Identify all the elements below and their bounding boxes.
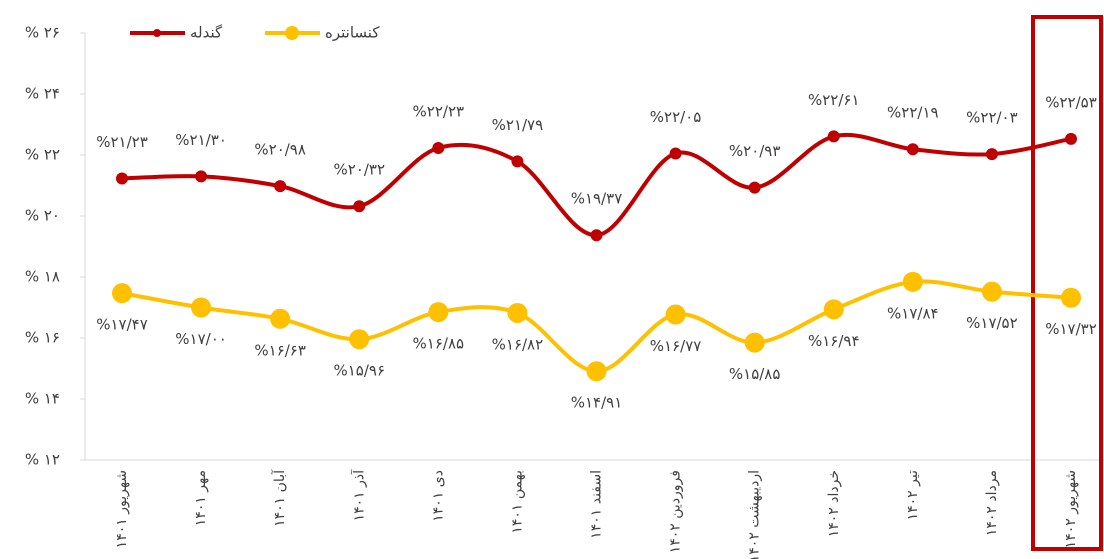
data-label: %۱۷/۳۲ xyxy=(1045,320,1097,338)
legend-label: گندله xyxy=(190,24,223,42)
data-label: %۲۱/۳۰ xyxy=(175,131,227,149)
x-tick-label: مهر ۱۴۰۱ xyxy=(193,470,209,526)
data-label: %۱۷/۰۰ xyxy=(175,330,227,348)
x-tick-label: اسفند ۱۴۰۱ xyxy=(589,470,605,539)
point xyxy=(906,143,919,156)
point xyxy=(590,229,603,242)
legend-marker xyxy=(285,26,299,40)
x-tick-label: فروردین ۱۴۰۲ xyxy=(668,470,684,553)
data-label: %۲۲/۵۳ xyxy=(1045,93,1097,111)
point xyxy=(270,308,291,329)
point xyxy=(274,180,287,193)
x-tick-label: اردیبهشت ۱۴۰۲ xyxy=(747,470,763,559)
data-label: %۱۵/۹۶ xyxy=(333,362,385,380)
x-tick-label: دی ۱۴۰۱ xyxy=(430,470,446,522)
point xyxy=(428,302,449,323)
data-label: %۱۷/۸۴ xyxy=(887,304,939,322)
point xyxy=(669,147,682,160)
point xyxy=(902,271,923,292)
point xyxy=(191,297,212,318)
y-tick-label: % ۲۲ xyxy=(25,146,60,164)
data-label: %۱۶/۹۴ xyxy=(808,332,860,350)
point xyxy=(511,155,524,168)
point xyxy=(432,141,445,154)
y-tick-label: % ۲۶ xyxy=(25,24,60,42)
data-label: %۱۶/۷۷ xyxy=(650,337,702,355)
y-tick-label: % ۱۸ xyxy=(25,268,60,286)
data-label: %۱۶/۸۵ xyxy=(413,335,465,353)
data-label: %۲۲/۲۳ xyxy=(413,102,465,120)
y-tick-label: % ۱۴ xyxy=(25,390,60,408)
point xyxy=(353,200,366,213)
x-tick-label: تیر ۱۴۰۲ xyxy=(905,470,921,520)
legend-marker xyxy=(153,29,161,37)
data-label: %۱۹/۳۷ xyxy=(571,190,623,208)
data-label: %۲۲/۶۱ xyxy=(808,91,860,109)
x-tick-label: آبان ۱۴۰۱ xyxy=(271,469,288,527)
y-tick-label: % ۲۰ xyxy=(25,207,60,225)
data-label: %۱۷/۴۷ xyxy=(96,316,148,334)
data-label: %۲۱/۷۹ xyxy=(492,116,544,134)
point xyxy=(744,332,765,353)
point xyxy=(981,281,1002,302)
x-tick-label: خرداد ۱۴۰۲ xyxy=(826,470,842,537)
data-label: %۲۰/۹۳ xyxy=(729,142,781,160)
data-label: %۲۱/۲۳ xyxy=(96,133,148,151)
point xyxy=(1061,287,1081,308)
point xyxy=(507,302,528,323)
point xyxy=(586,361,607,382)
point xyxy=(985,148,998,161)
point xyxy=(112,283,132,304)
data-label: %۲۰/۹۸ xyxy=(254,141,306,159)
y-tick-label: % ۲۴ xyxy=(25,85,60,103)
x-tick-label: مرداد ۱۴۰۲ xyxy=(984,470,1000,536)
point xyxy=(823,299,844,320)
data-label: %۱۶/۸۲ xyxy=(492,335,544,353)
point xyxy=(665,304,686,325)
data-label: %۱۴/۹۱ xyxy=(571,394,623,412)
legend-label: کنسانتره xyxy=(325,24,380,42)
data-label: %۱۵/۸۵ xyxy=(729,365,781,383)
data-label: %۲۲/۰۵ xyxy=(650,108,702,126)
data-label: %۲۲/۰۳ xyxy=(966,109,1018,127)
y-tick-label: % ۱۲ xyxy=(25,451,60,469)
x-tick-label: شهریور ۱۴۰۱ xyxy=(114,470,130,548)
x-tick-label: بهمن ۱۴۰۱ xyxy=(509,470,525,534)
point xyxy=(116,172,128,185)
point xyxy=(827,130,840,143)
highlight-box xyxy=(1031,15,1103,551)
data-label: %۲۰/۳۲ xyxy=(333,161,385,179)
point xyxy=(1065,132,1077,145)
x-tick-label: شهریور ۱۴۰۲ xyxy=(1063,470,1079,548)
data-label: %۲۲/۱۹ xyxy=(887,104,939,122)
x-tick-label: آذر ۱۴۰۱ xyxy=(350,469,367,522)
data-label: %۱۶/۶۳ xyxy=(254,341,306,359)
point xyxy=(748,181,761,194)
point xyxy=(195,170,208,183)
data-label: %۱۷/۵۲ xyxy=(966,314,1018,332)
y-tick-label: % ۱۶ xyxy=(25,329,60,347)
point xyxy=(349,329,370,350)
